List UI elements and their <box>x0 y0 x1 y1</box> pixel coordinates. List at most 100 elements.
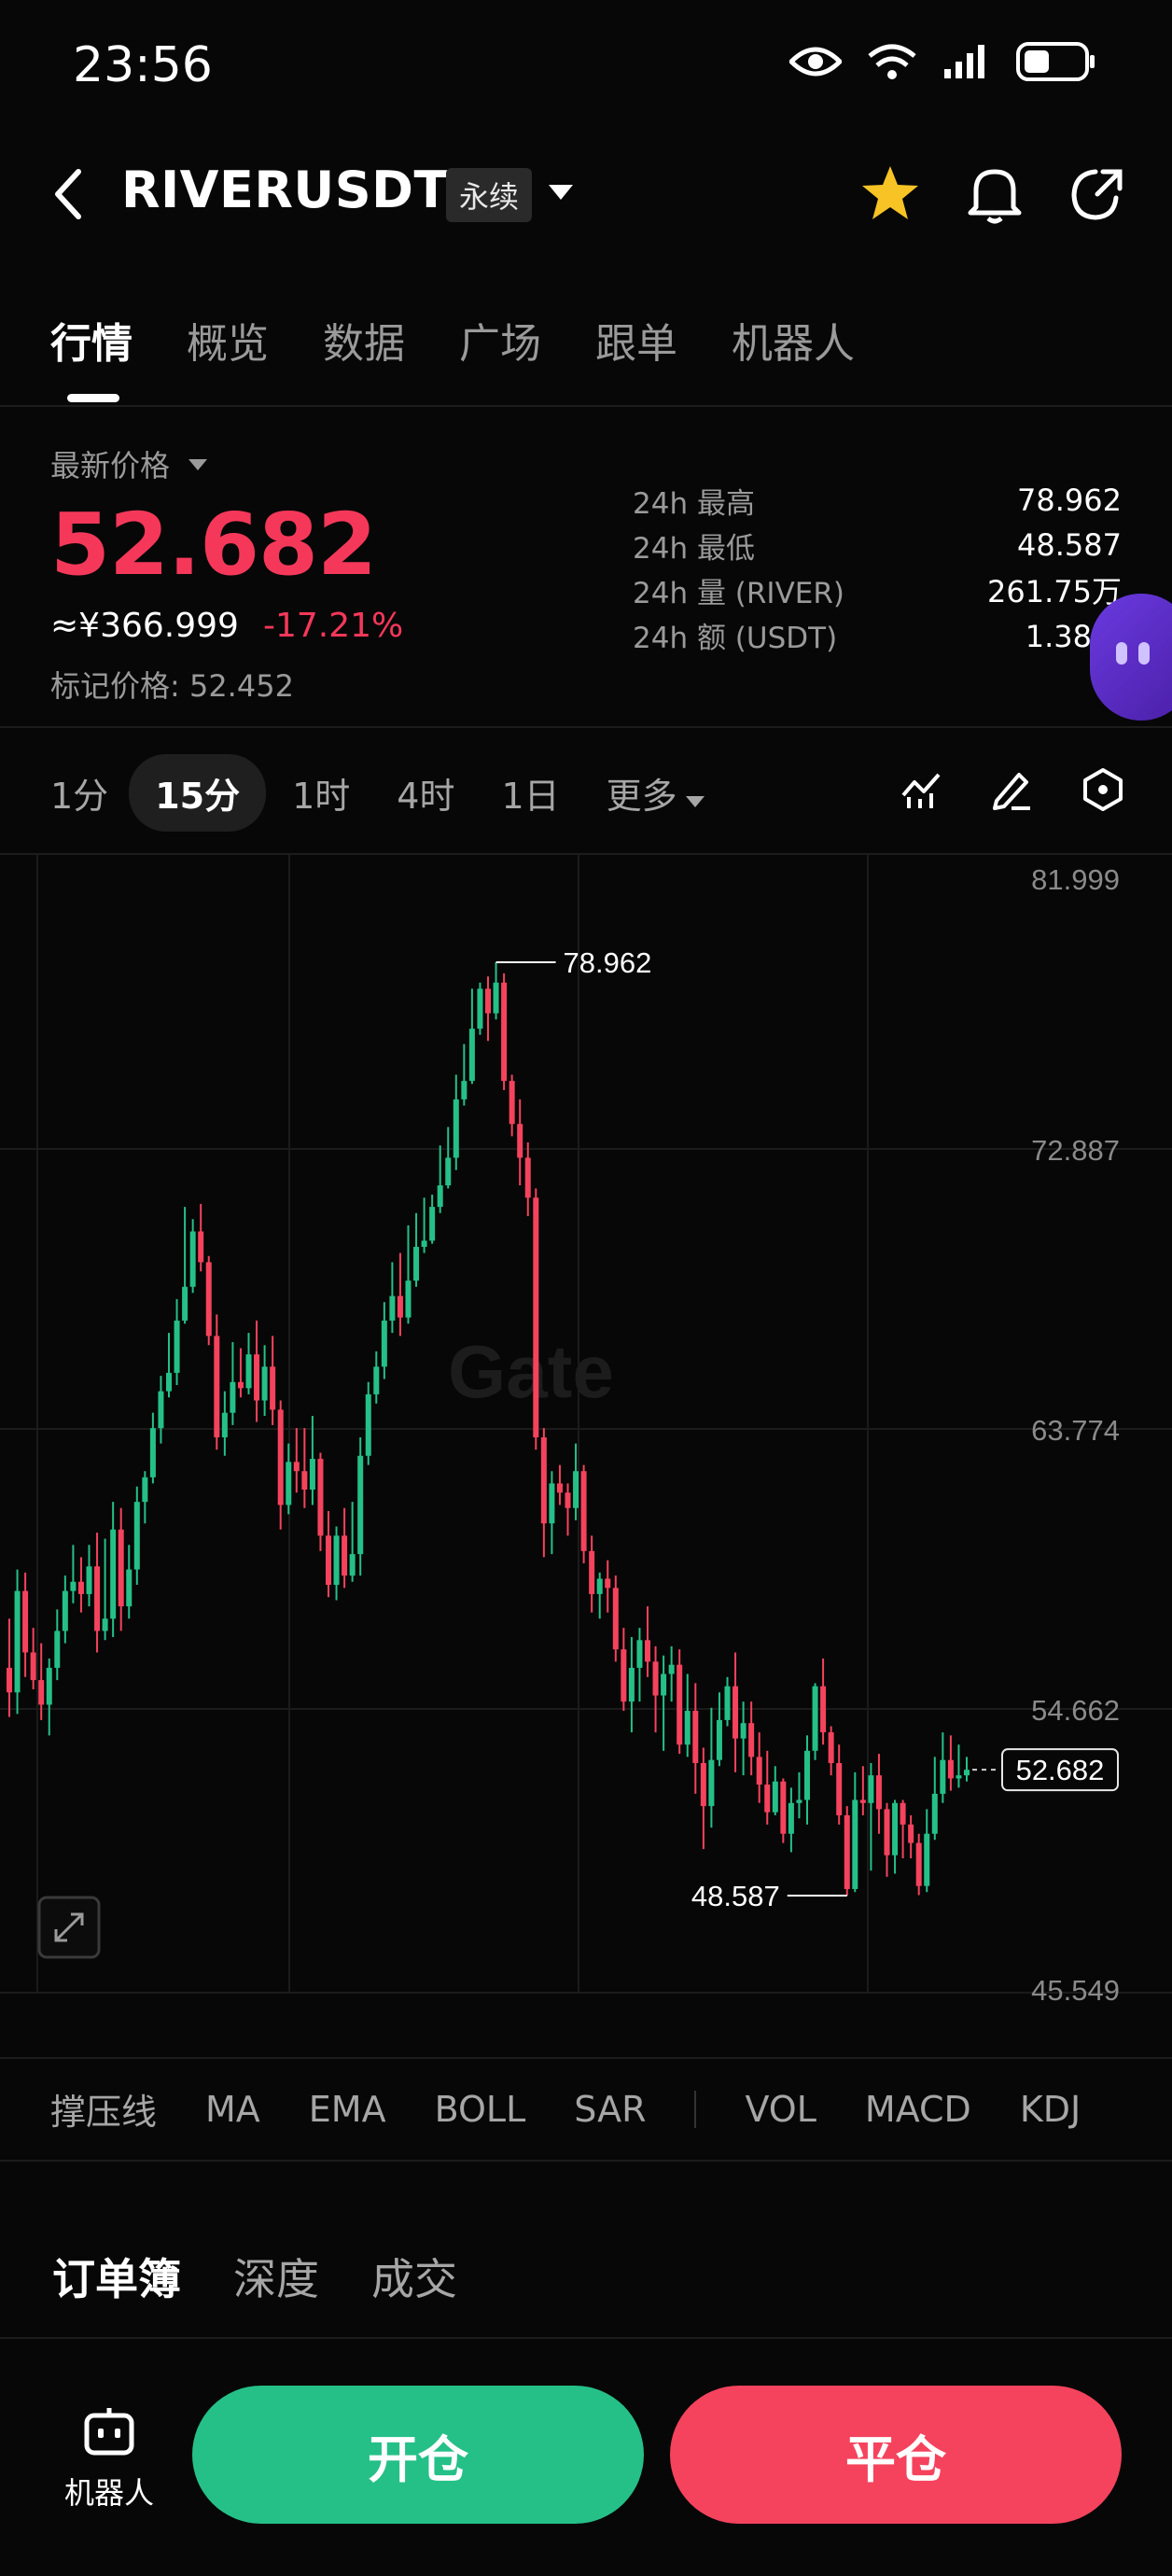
indicator-kdj[interactable]: KDJ <box>1019 2088 1081 2130</box>
tab-orderbook[interactable]: 订单簿 <box>52 2254 181 2304</box>
stat-low: 24h 最低 48.587 <box>633 523 1122 567</box>
candle <box>700 1762 706 1807</box>
candle <box>429 1207 436 1241</box>
candle <box>780 1781 787 1834</box>
tab-market[interactable]: 行情 <box>50 320 133 368</box>
candle <box>110 1529 117 1619</box>
candle <box>174 1320 180 1373</box>
candle <box>126 1569 133 1607</box>
divider <box>0 2057 1172 2059</box>
candle <box>326 1535 331 1586</box>
divider <box>0 726 1172 728</box>
candle <box>237 1381 244 1389</box>
chart-watermark: Gate <box>448 1330 614 1413</box>
candle <box>477 988 483 1029</box>
candle <box>317 1459 324 1536</box>
candle <box>924 1833 930 1886</box>
interval-1h[interactable]: 1时 <box>292 776 351 817</box>
indicator-ema[interactable]: EMA <box>308 2088 386 2130</box>
candle <box>261 1366 268 1401</box>
chart-markers: 78.962 48.587 52.682 <box>495 946 1119 1912</box>
divider <box>0 2160 1172 2162</box>
interval-1m[interactable]: 1分 <box>50 776 109 817</box>
indicator-ma[interactable]: MA <box>205 2088 260 2130</box>
signal-icon <box>944 45 984 78</box>
candle <box>820 1686 827 1733</box>
candle <box>580 1471 587 1551</box>
pair-title[interactable]: RIVERUSDT <box>121 161 449 219</box>
candle <box>461 1081 467 1099</box>
caret-down-icon <box>685 796 705 807</box>
candle <box>605 1578 611 1589</box>
candle <box>54 1631 61 1668</box>
indicator-sar[interactable]: SAR <box>574 2088 647 2130</box>
tab-copy-trade[interactable]: 跟单 <box>595 320 677 368</box>
stat-value: 261.75万 <box>987 574 1122 609</box>
candle <box>230 1381 236 1413</box>
candle <box>956 1775 962 1779</box>
stat-value: 78.962 <box>1017 483 1122 518</box>
mark-price: 标记价格: 52.452 <box>50 668 294 704</box>
open-position-button[interactable]: 开仓 <box>192 2386 644 2524</box>
draw-pen-icon[interactable] <box>989 767 1034 812</box>
indicator-support-resistance[interactable]: 撑压线 <box>50 2092 158 2133</box>
candle <box>77 1581 84 1594</box>
fullscreen-button[interactable] <box>37 1896 101 1959</box>
tab-data[interactable]: 数据 <box>323 320 405 368</box>
close-position-button[interactable]: 平仓 <box>670 2386 1122 2524</box>
divider <box>0 2337 1172 2339</box>
high-marker-label: 78.962 <box>564 946 652 979</box>
stat-value: 48.587 <box>1017 527 1122 563</box>
tab-bot[interactable]: 机器人 <box>732 320 855 368</box>
y-tick-label: 45.549 <box>1031 1974 1120 2007</box>
latest-price-label[interactable]: 最新价格 <box>50 448 171 483</box>
stat-turnover: 24h 额 (USDT) 1.38亿 <box>633 612 1122 657</box>
divider <box>0 853 1172 855</box>
floating-assistant-button[interactable] <box>1090 594 1172 721</box>
candle <box>524 1157 531 1198</box>
interval-4h[interactable]: 4时 <box>397 776 455 817</box>
caret-down-icon[interactable] <box>547 183 575 202</box>
tab-depth[interactable]: 深度 <box>233 2254 319 2304</box>
candle <box>565 1492 571 1508</box>
candle <box>485 988 491 1014</box>
robot-label: 机器人 <box>63 2475 154 2511</box>
candle <box>293 1462 300 1472</box>
interval-1d[interactable]: 1日 <box>501 776 560 817</box>
candle <box>836 1762 843 1815</box>
indicator-chart-icon[interactable] <box>900 767 944 812</box>
candle <box>875 1775 882 1810</box>
settings-hexagon-icon[interactable] <box>1081 767 1125 812</box>
indicator-macd[interactable]: MACD <box>864 2088 971 2130</box>
candle <box>133 1502 140 1570</box>
tab-square[interactable]: 广场 <box>459 320 541 368</box>
candle <box>468 1029 475 1082</box>
candle <box>349 1554 356 1576</box>
caret-down-icon[interactable] <box>187 457 209 472</box>
back-arrow-icon[interactable] <box>47 164 93 224</box>
interval-more[interactable]: 更多 <box>607 767 705 819</box>
candle <box>964 1770 970 1776</box>
robot-button[interactable]: 机器人 <box>58 2406 160 2513</box>
candle <box>596 1578 603 1594</box>
bell-icon[interactable] <box>967 164 1023 224</box>
candle <box>254 1354 260 1401</box>
candle <box>652 1661 659 1696</box>
candle <box>309 1459 315 1490</box>
candle <box>166 1372 172 1392</box>
indicator-boll[interactable]: BOLL <box>434 2088 526 2130</box>
candles-group <box>7 961 970 1896</box>
candle <box>277 1409 284 1505</box>
tab-trades[interactable]: 成交 <box>371 2254 457 2304</box>
candle <box>740 1723 746 1739</box>
candle <box>421 1240 427 1247</box>
indicator-vol[interactable]: VOL <box>745 2088 816 2130</box>
candle <box>908 1824 914 1843</box>
interval-15m[interactable]: 15分 <box>129 754 267 832</box>
candle <box>182 1286 188 1321</box>
tab-overview[interactable]: 概览 <box>187 320 269 368</box>
candle <box>245 1354 252 1389</box>
star-icon[interactable] <box>860 164 920 222</box>
share-icon[interactable] <box>1067 164 1127 224</box>
